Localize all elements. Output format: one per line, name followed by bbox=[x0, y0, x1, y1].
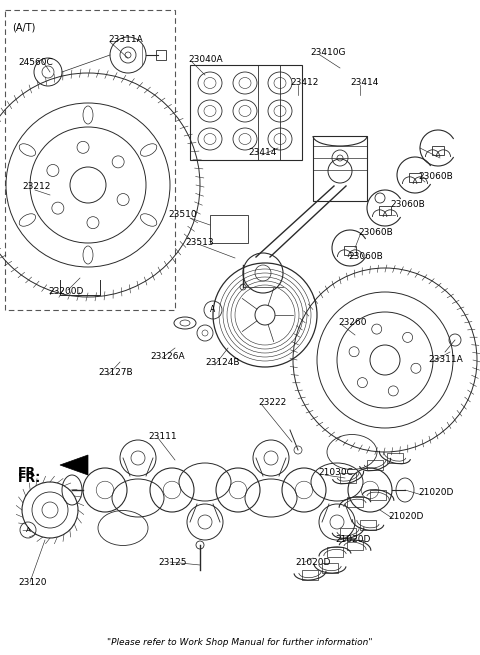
Text: 23414: 23414 bbox=[350, 78, 378, 87]
Text: 24560C: 24560C bbox=[18, 58, 53, 67]
Text: FR.: FR. bbox=[18, 466, 41, 479]
Bar bbox=[190, 65, 302, 160]
Bar bbox=[327, 547, 343, 557]
Text: 21020D: 21020D bbox=[295, 558, 330, 567]
Text: 23125: 23125 bbox=[158, 558, 187, 567]
Text: 23060B: 23060B bbox=[358, 228, 393, 237]
Text: (A/T): (A/T) bbox=[12, 22, 36, 32]
Text: 21030C: 21030C bbox=[318, 468, 353, 477]
Bar bbox=[347, 540, 363, 550]
Text: 23212: 23212 bbox=[22, 182, 50, 191]
Text: 21020D: 21020D bbox=[418, 488, 454, 497]
Text: 23410G: 23410G bbox=[310, 48, 346, 57]
Text: A: A bbox=[210, 305, 216, 314]
Text: 23311A: 23311A bbox=[108, 35, 143, 44]
Bar bbox=[387, 453, 403, 463]
Bar bbox=[322, 563, 338, 573]
Bar bbox=[156, 50, 166, 60]
Bar bbox=[340, 473, 356, 483]
Bar bbox=[302, 570, 318, 580]
Text: 23414: 23414 bbox=[248, 148, 276, 157]
Bar bbox=[340, 528, 356, 538]
Bar bbox=[347, 497, 363, 507]
Text: 23513: 23513 bbox=[185, 238, 214, 247]
Text: 23060B: 23060B bbox=[390, 200, 425, 209]
Text: 23060B: 23060B bbox=[348, 252, 383, 261]
Text: A: A bbox=[25, 527, 30, 533]
Text: 23510: 23510 bbox=[168, 210, 197, 219]
Bar bbox=[210, 215, 248, 243]
Text: 23111: 23111 bbox=[148, 432, 177, 441]
Text: 23060B: 23060B bbox=[418, 172, 453, 181]
Bar bbox=[370, 490, 386, 500]
Text: 23222: 23222 bbox=[258, 398, 286, 407]
Text: 23412: 23412 bbox=[290, 78, 318, 87]
Bar bbox=[379, 206, 391, 215]
Text: 23127B: 23127B bbox=[98, 368, 132, 377]
Polygon shape bbox=[60, 455, 88, 475]
Text: 23120: 23120 bbox=[18, 578, 47, 587]
Text: 23200D: 23200D bbox=[48, 287, 84, 296]
Bar bbox=[313, 136, 367, 201]
Text: 23040A: 23040A bbox=[188, 55, 223, 64]
Bar bbox=[432, 146, 444, 155]
Text: 21020D: 21020D bbox=[335, 535, 371, 544]
Bar bbox=[408, 173, 421, 182]
Text: 23260: 23260 bbox=[338, 318, 367, 327]
Text: 23126A: 23126A bbox=[150, 352, 185, 361]
Text: FR.: FR. bbox=[18, 472, 41, 485]
Text: 21020D: 21020D bbox=[388, 512, 423, 521]
Text: "Please refer to Work Shop Manual for further information": "Please refer to Work Shop Manual for fu… bbox=[107, 638, 373, 647]
Bar bbox=[360, 520, 376, 530]
Bar bbox=[367, 460, 383, 470]
Text: 23311A: 23311A bbox=[428, 355, 463, 364]
Bar bbox=[344, 246, 356, 255]
Bar bbox=[5, 10, 175, 310]
Text: 23124B: 23124B bbox=[205, 358, 240, 367]
